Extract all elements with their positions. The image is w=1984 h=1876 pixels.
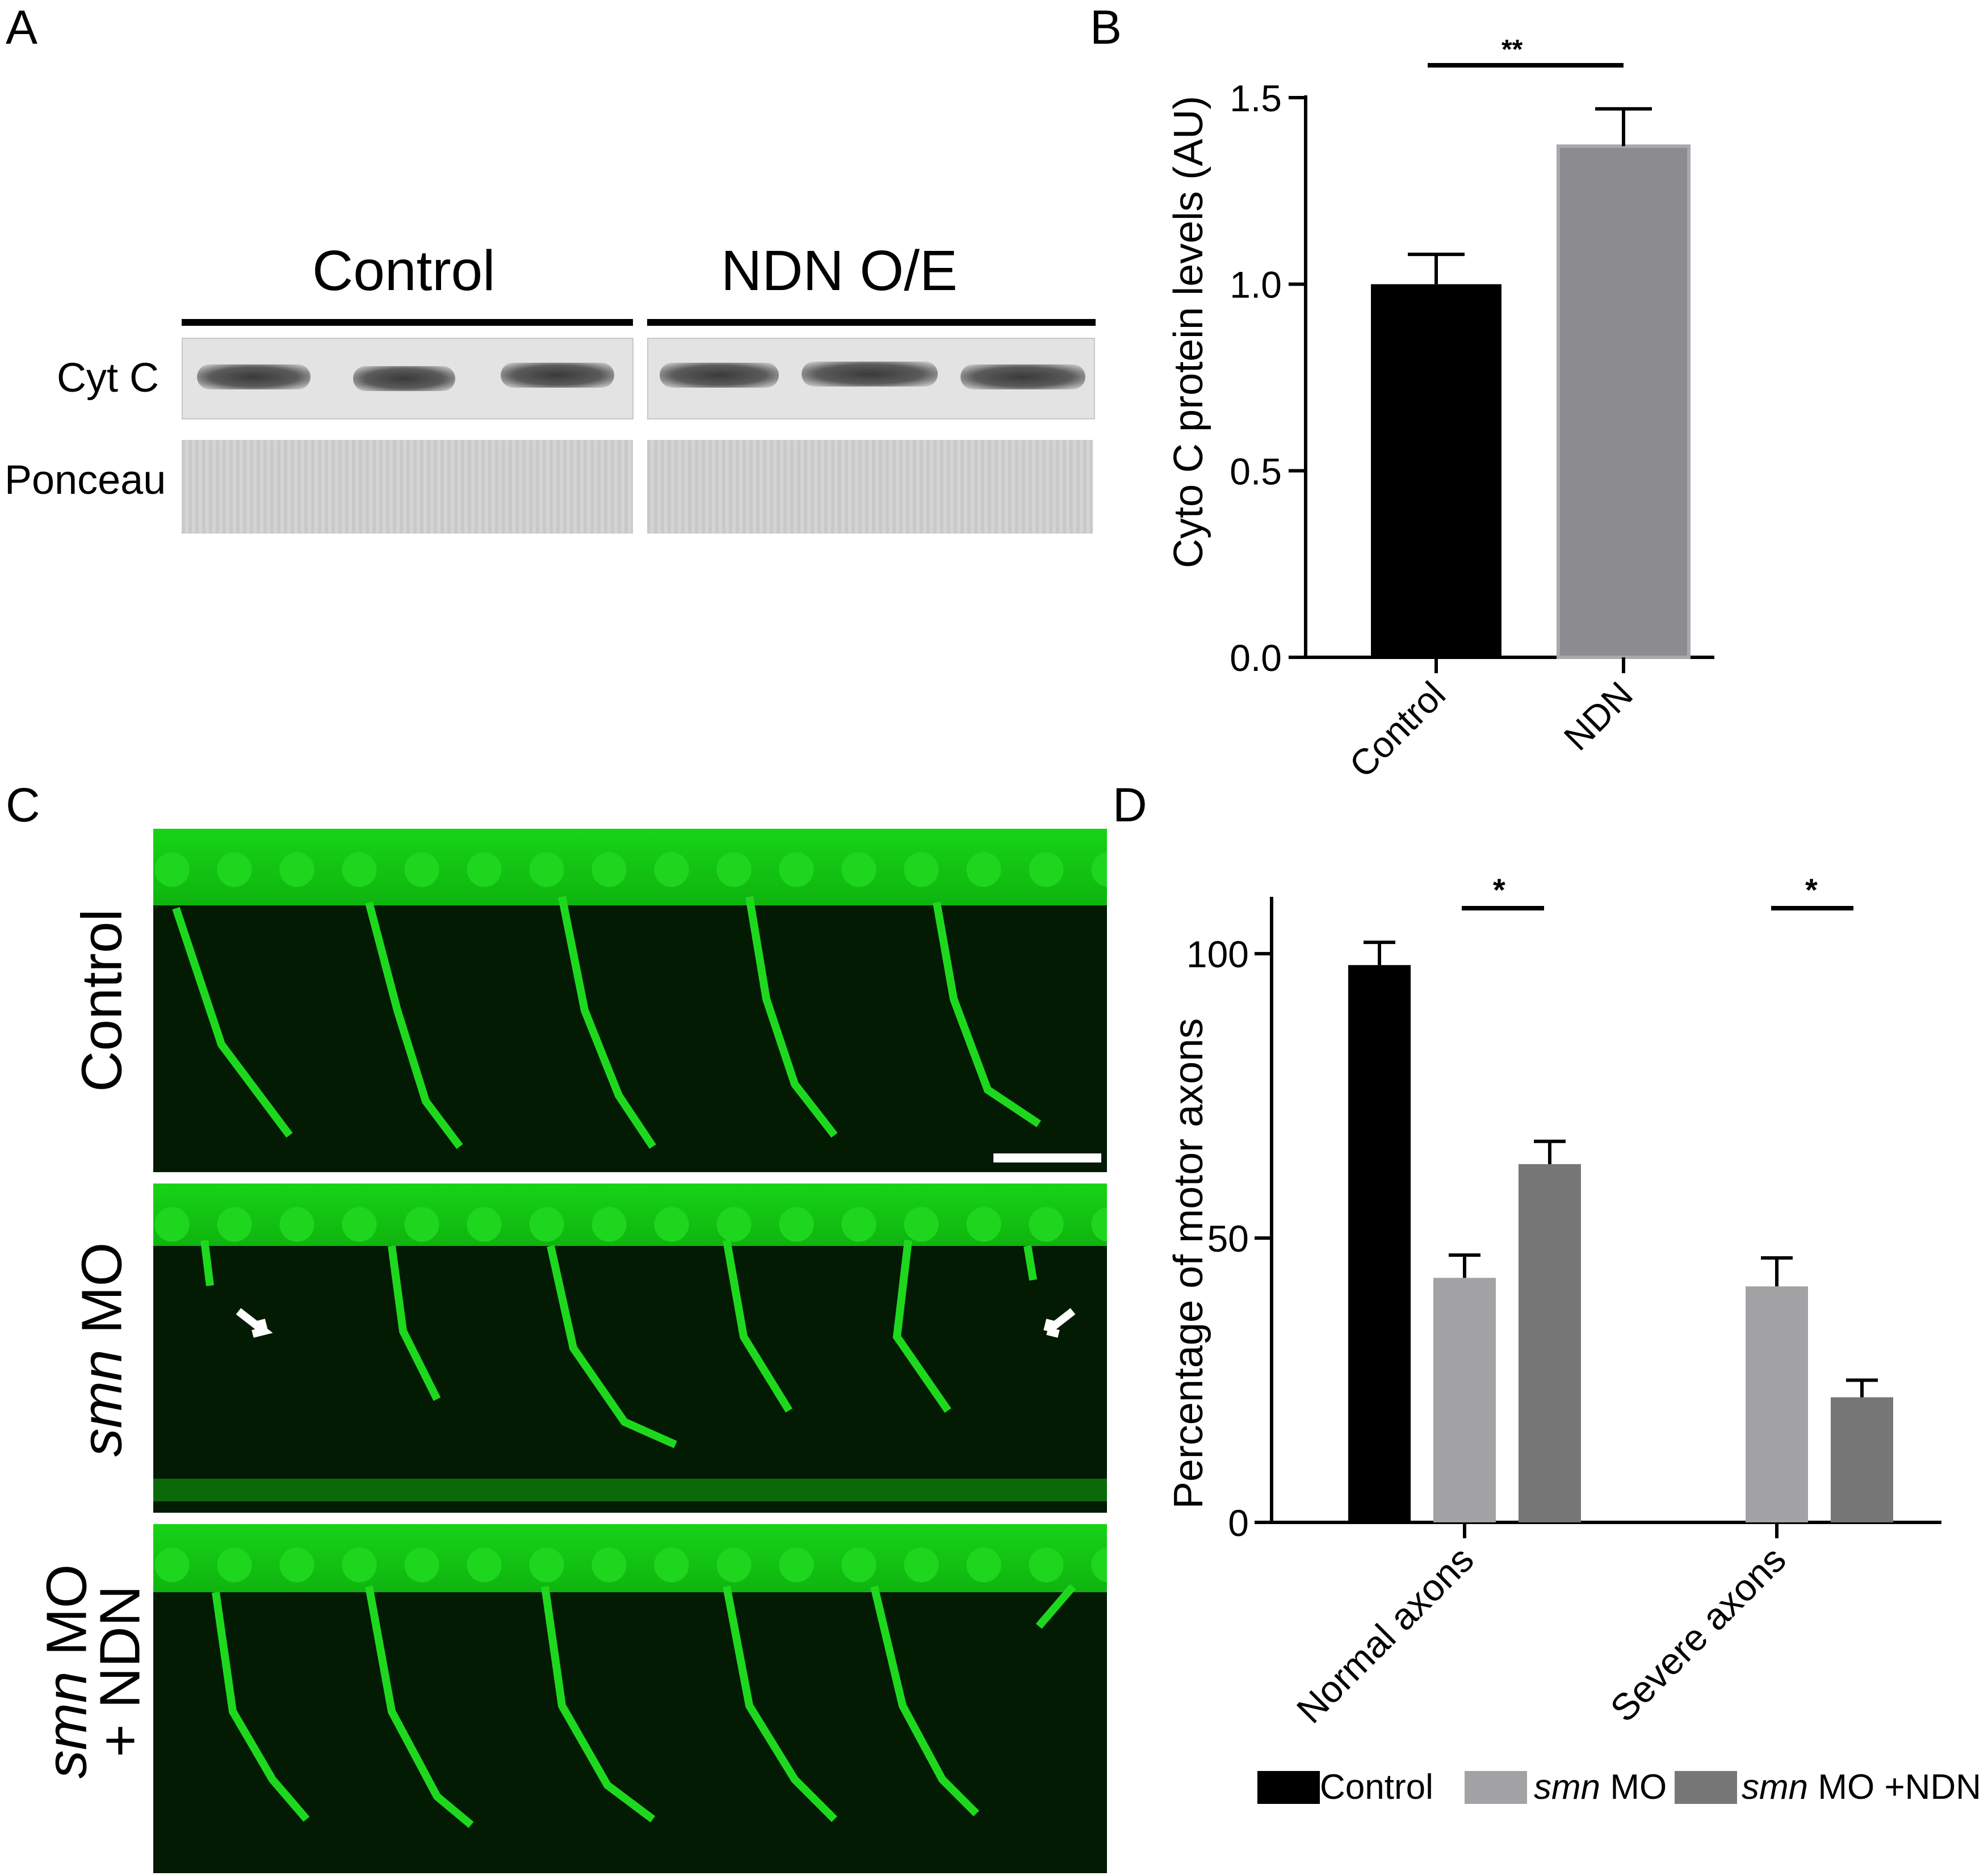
chart-b-ytick-label: 1.0 (1230, 264, 1282, 306)
panel-d-letter: D (1113, 778, 1147, 832)
blot-header-ndn: NDN O/E (721, 239, 958, 303)
blot-header-line-ndn (647, 319, 1096, 326)
chart-b-xtick-label: Control (1341, 674, 1453, 786)
cytc-band (960, 364, 1085, 389)
cytc-band (501, 363, 614, 388)
blot-row-label-cytc: Cyt C (57, 355, 159, 401)
legend-label-control: Control (1320, 1768, 1433, 1807)
chart-b-significance: ** (1501, 35, 1523, 65)
blot-header-line-control (182, 319, 633, 326)
cytc-blot-control (182, 338, 634, 419)
panel-b-letter: B (1090, 1, 1122, 54)
legend-swatch-smn-mo-ndn (1675, 1771, 1737, 1804)
panel-a-letter: A (6, 1, 38, 54)
chart-b-ytick-label: 1.5 (1230, 77, 1282, 119)
chart-d-bar (1433, 1278, 1496, 1522)
cytc-band (353, 366, 455, 391)
cytc-band (802, 362, 938, 387)
chart-d-ytick-label: 50 (1207, 1218, 1249, 1260)
cytc-band (660, 363, 779, 388)
chart-d-significance-1: * (1493, 872, 1505, 908)
legend-swatch-smn-mo (1465, 1771, 1527, 1804)
micrograph-control (153, 829, 1107, 1172)
legend-swatch-control (1257, 1771, 1320, 1804)
chart-b: 0.0 0.5 1.0 1.5 Control NDN (1230, 63, 1714, 786)
chart-d-significance-2: * (1805, 872, 1818, 908)
chart-b-ytick-label: 0.0 (1230, 637, 1282, 679)
chart-b-bar (1557, 144, 1691, 660)
chart-d-bar (1831, 1397, 1893, 1522)
chart-d-bar (1746, 1286, 1808, 1522)
chart-d: 0 50 100 Normal axons Severe axons (1186, 897, 1941, 1731)
chart-d-ytick-label: 0 (1228, 1502, 1249, 1544)
chart-d-xtick-label: Severe axons (1602, 1538, 1794, 1730)
panel-c-letter: C (6, 778, 40, 832)
chart-b-xtick-label: NDN (1556, 674, 1641, 758)
micrograph-smn-mo-ndn (153, 1524, 1107, 1873)
legend-label-smn-mo-ndn: smn MO +NDN (1742, 1768, 1981, 1807)
blot-row-label-ponceau: Ponceau (5, 458, 166, 503)
cytc-blot-ndn (647, 338, 1095, 419)
blot-header-control: Control (312, 239, 496, 303)
chart-d-bar (1348, 965, 1411, 1522)
legend-label-smn-mo: smn MO (1534, 1768, 1667, 1807)
ponceau-blot-ndn (647, 440, 1093, 534)
micrograph-smn-mo (153, 1183, 1107, 1513)
cytc-band (197, 364, 311, 389)
chart-d-xtick-label: Normal axons (1289, 1538, 1482, 1731)
chart-b-bar (1371, 284, 1501, 658)
chart-b-ytick-label: 0.5 (1230, 450, 1282, 492)
ponceau-blot-control (182, 440, 633, 534)
chart-d-ytick-label: 100 (1186, 933, 1249, 975)
chart-d-bar (1519, 1164, 1581, 1522)
